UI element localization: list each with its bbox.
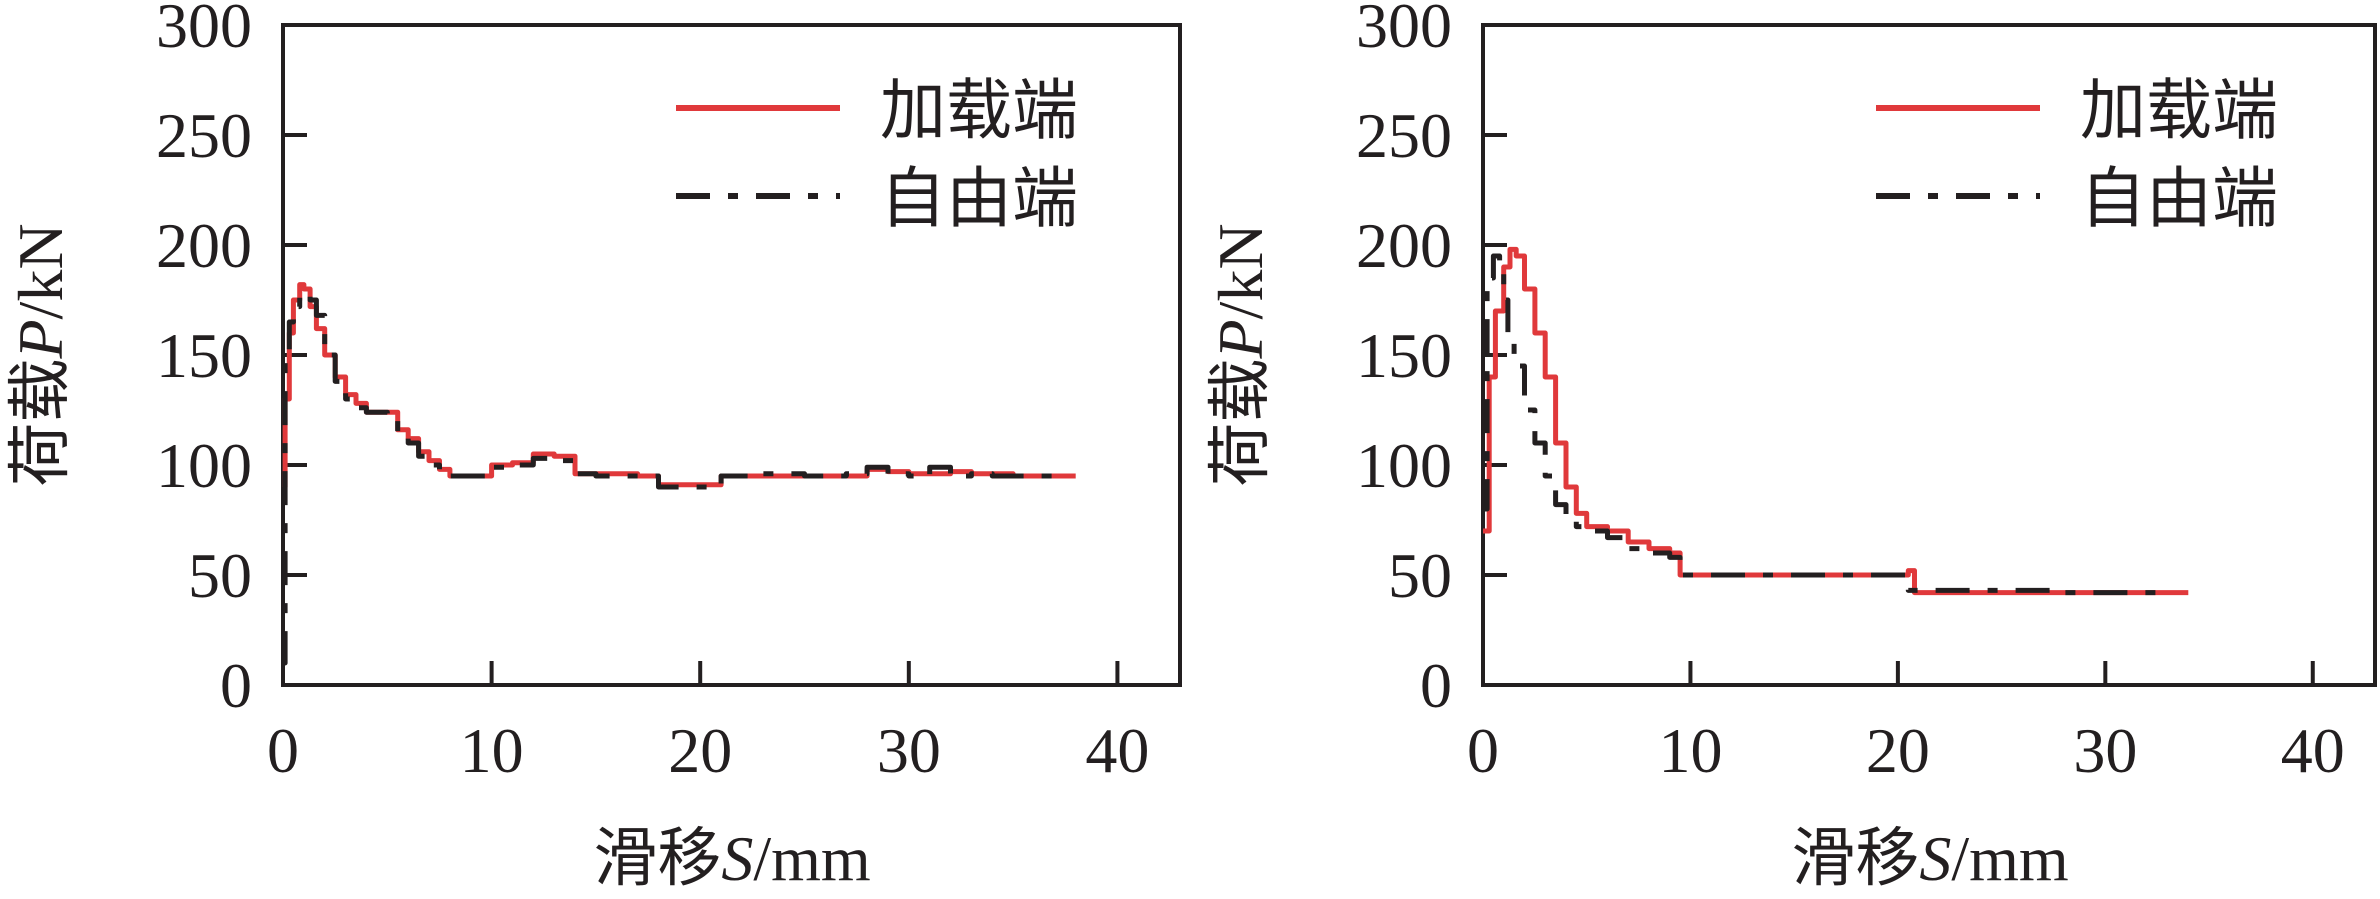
y-tick-label: 150 xyxy=(156,320,252,391)
y-tick-label: 0 xyxy=(1420,650,1452,721)
x-tick-labels: 0 10 20 30 40 xyxy=(267,715,1149,786)
series-line-loaded-end xyxy=(282,282,1076,490)
series-layer xyxy=(282,282,1076,666)
y-tick-label: 50 xyxy=(1388,540,1452,611)
series-layer xyxy=(1483,246,2189,596)
series-line-free-end xyxy=(1483,253,2168,596)
series-line-free-end xyxy=(282,290,1055,666)
y-tick-label: 150 xyxy=(1356,320,1452,391)
legend-label-loaded-end: 加载端 xyxy=(880,72,1078,149)
legend-label-free-end: 自由端 xyxy=(2080,160,2278,237)
x-tick-label: 0 xyxy=(267,715,299,786)
x-axis-label: 滑移S/mm xyxy=(1791,823,2068,894)
y-axis-label: 荷载P/kN xyxy=(1205,223,1276,486)
x-tick-label: 10 xyxy=(1658,715,1722,786)
y-axis-label: 荷载P/kN xyxy=(5,223,76,486)
series-line-loaded-end xyxy=(1483,246,2189,596)
y-tick-labels: 0 50 100 150 200 250 300 xyxy=(156,0,252,721)
x-axis-label: 滑移S/mm xyxy=(593,823,870,894)
chart-right: 0 10 20 30 40 0 50 100 150 200 250 300 加… xyxy=(1205,0,2377,894)
y-tick-label: 0 xyxy=(220,650,252,721)
legend: 加载端 自由端 xyxy=(676,72,1078,237)
x-tick-label: 30 xyxy=(877,715,941,786)
y-tick-label: 100 xyxy=(1356,430,1452,501)
legend-label-loaded-end: 加载端 xyxy=(2080,72,2278,149)
chart-left: 0 10 20 30 40 0 50 100 150 200 250 300 加… xyxy=(5,0,1182,894)
x-tick-label: 40 xyxy=(1085,715,1149,786)
x-tick-labels: 0 10 20 30 40 xyxy=(1467,715,2345,786)
y-tick-label: 250 xyxy=(1356,100,1452,171)
y-tick-label: 50 xyxy=(188,540,252,611)
x-tick-label: 0 xyxy=(1467,715,1499,786)
x-tick-label: 30 xyxy=(2073,715,2137,786)
y-tick-label: 200 xyxy=(156,210,252,281)
y-tick-labels: 0 50 100 150 200 250 300 xyxy=(1356,0,1452,721)
x-tick-label: 20 xyxy=(1866,715,1930,786)
legend-label-free-end: 自由端 xyxy=(880,160,1078,237)
y-tick-label: 300 xyxy=(1356,0,1452,61)
legend: 加载端 自由端 xyxy=(1876,72,2278,237)
y-tick-label: 250 xyxy=(156,100,252,171)
y-tick-label: 100 xyxy=(156,430,252,501)
y-tick-label: 300 xyxy=(156,0,252,61)
y-tick-label: 200 xyxy=(1356,210,1452,281)
x-tick-label: 40 xyxy=(2281,715,2345,786)
x-tick-label: 20 xyxy=(668,715,732,786)
x-tick-label: 10 xyxy=(460,715,524,786)
tick-marks xyxy=(1481,23,2315,687)
